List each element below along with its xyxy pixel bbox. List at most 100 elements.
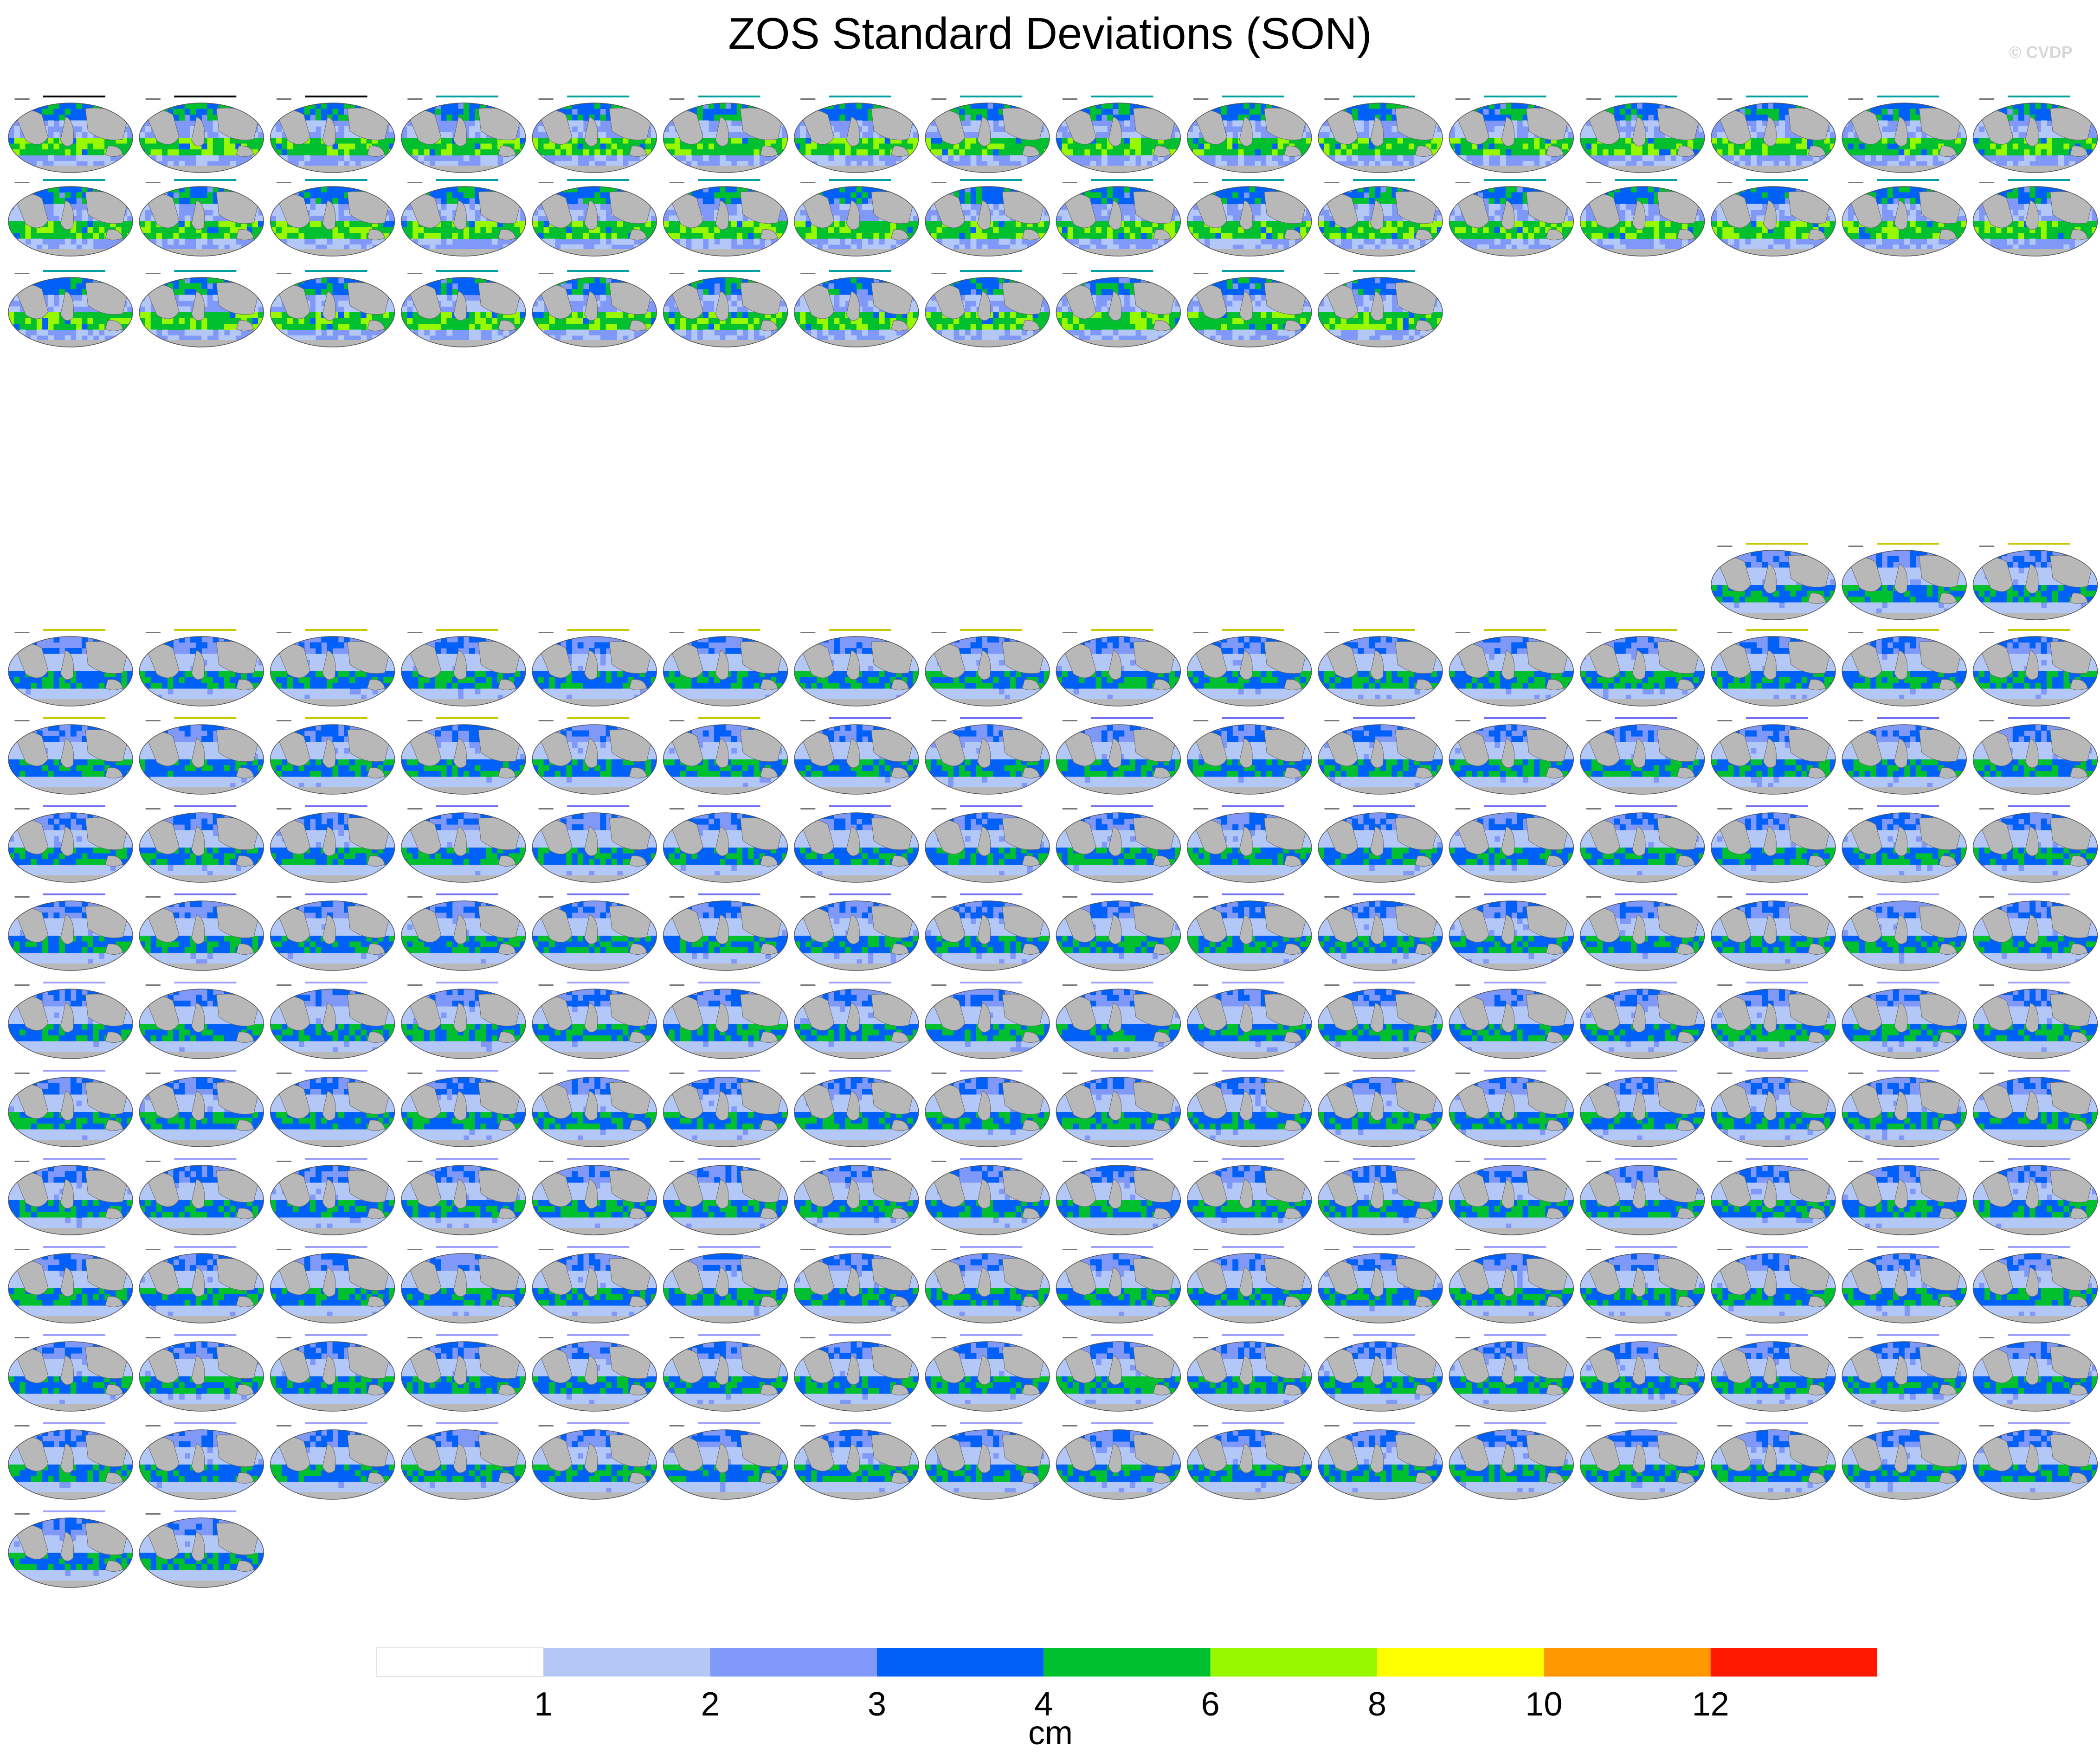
- map-panel: [139, 1510, 264, 1588]
- panel-date-mark: [538, 273, 554, 274]
- panel-date-mark: [1848, 720, 1863, 721]
- panel-label-mark: [1484, 629, 1546, 631]
- panel-label-mark: [2008, 1158, 2070, 1160]
- panel-date-mark: [1717, 632, 1733, 633]
- map-panel: [1711, 179, 1836, 257]
- panel-label-mark: [174, 982, 237, 983]
- panel-date-mark: [407, 273, 423, 274]
- panel-date-mark: [1848, 984, 1863, 986]
- panel-label-mark: [2008, 717, 2070, 719]
- panel-label-mark: [2008, 982, 2070, 983]
- panel-date-mark: [538, 1249, 554, 1250]
- panel-date-mark: [14, 1249, 30, 1250]
- panel-date-mark: [145, 1425, 161, 1426]
- panel-label-mark: [829, 982, 891, 983]
- panel-date-mark: [1979, 1337, 1995, 1338]
- panel-label-mark: [305, 1158, 367, 1160]
- panel-date-mark: [1848, 1425, 1863, 1426]
- panel-date-mark: [407, 1073, 423, 1074]
- panel-date-mark: [931, 896, 947, 898]
- panel-label-mark: [1615, 1246, 1677, 1248]
- map-panel: [794, 179, 919, 257]
- panel-label-mark: [174, 1246, 237, 1248]
- panel-date-mark: [1848, 546, 1863, 547]
- panel-label-mark: [43, 805, 106, 807]
- panel-date-mark: [1062, 896, 1077, 898]
- panel-date-mark: [1717, 808, 1733, 810]
- panel-label-mark: [436, 893, 498, 895]
- panel-date-mark: [1717, 896, 1733, 898]
- map-panel: [1972, 96, 2098, 173]
- map-panel: [794, 717, 919, 795]
- panel-date-mark: [538, 182, 554, 183]
- map-panel: [1056, 1070, 1181, 1147]
- map-panel: [532, 1334, 657, 1412]
- panel-label-mark: [1746, 1158, 1808, 1160]
- map-panel: [270, 1158, 395, 1235]
- panel-date-mark: [145, 273, 161, 274]
- panel-label-mark: [174, 96, 237, 97]
- panel-label-mark: [1222, 717, 1284, 719]
- map-panel: [270, 893, 395, 971]
- map-panel: [8, 629, 133, 707]
- map-panel: [401, 982, 526, 1059]
- panel-label-mark: [698, 1334, 760, 1336]
- map-panel: [139, 96, 264, 173]
- panel-label-mark: [2008, 1070, 2070, 1072]
- map-panel: [1318, 1422, 1443, 1500]
- panel-label-mark: [43, 1070, 106, 1072]
- panel-date-mark: [1193, 98, 1209, 100]
- panel-date-mark: [1193, 720, 1209, 721]
- panel-date-mark: [277, 632, 292, 633]
- panel-date-mark: [145, 182, 161, 183]
- panel-date-mark: [14, 632, 30, 633]
- panel-label-mark: [174, 629, 237, 631]
- panel-label-mark: [1484, 717, 1546, 719]
- panel-date-mark: [14, 273, 30, 274]
- panel-label-mark: [1091, 270, 1153, 272]
- panel-label-mark: [1091, 96, 1153, 97]
- panel-label-mark: [698, 270, 760, 272]
- panel-label-mark: [829, 179, 891, 181]
- panel-date-mark: [145, 896, 161, 898]
- map-panel: [139, 1422, 264, 1500]
- map-panel: [1318, 717, 1443, 795]
- panel-label-mark: [1746, 543, 1808, 545]
- panel-label-mark: [2008, 805, 2070, 807]
- panel-date-mark: [277, 1073, 292, 1074]
- panel-label-mark: [960, 1422, 1023, 1424]
- panel-date-mark: [669, 808, 685, 810]
- panel-label-mark: [305, 805, 367, 807]
- panel-date-mark: [1586, 632, 1602, 633]
- panel-date-mark: [1979, 808, 1995, 810]
- panel-label-mark: [1615, 805, 1677, 807]
- panel-date-mark: [669, 896, 685, 898]
- panel-date-mark: [1455, 1161, 1470, 1162]
- panel-label-mark: [567, 893, 630, 895]
- map-panel: [8, 1334, 133, 1412]
- panel-label-mark: [698, 1246, 760, 1248]
- panel-label-mark: [1091, 629, 1153, 631]
- panel-label-mark: [1877, 629, 1939, 631]
- panel-label-mark: [1091, 1334, 1153, 1336]
- panel-label-mark: [829, 96, 891, 97]
- map-panel: [1056, 629, 1181, 707]
- map-panel: [532, 1422, 657, 1500]
- panel-date-mark: [1979, 546, 1995, 547]
- map-panel: [1579, 179, 1705, 257]
- panel-label-mark: [174, 893, 237, 895]
- map-panel: [663, 805, 788, 883]
- panel-label-mark: [174, 1070, 237, 1072]
- map-panel: [663, 1246, 788, 1324]
- panel-label-mark: [567, 1070, 630, 1072]
- map-panel: [1318, 270, 1443, 347]
- map-panel: [8, 1510, 133, 1588]
- panel-date-mark: [1979, 1073, 1995, 1074]
- panel-label-mark: [567, 717, 630, 719]
- panel-date-mark: [800, 1161, 816, 1162]
- map-panel: [1056, 1246, 1181, 1324]
- panel-date-mark: [145, 1513, 161, 1515]
- panel-label-mark: [1615, 629, 1677, 631]
- panel-date-mark: [1193, 632, 1209, 633]
